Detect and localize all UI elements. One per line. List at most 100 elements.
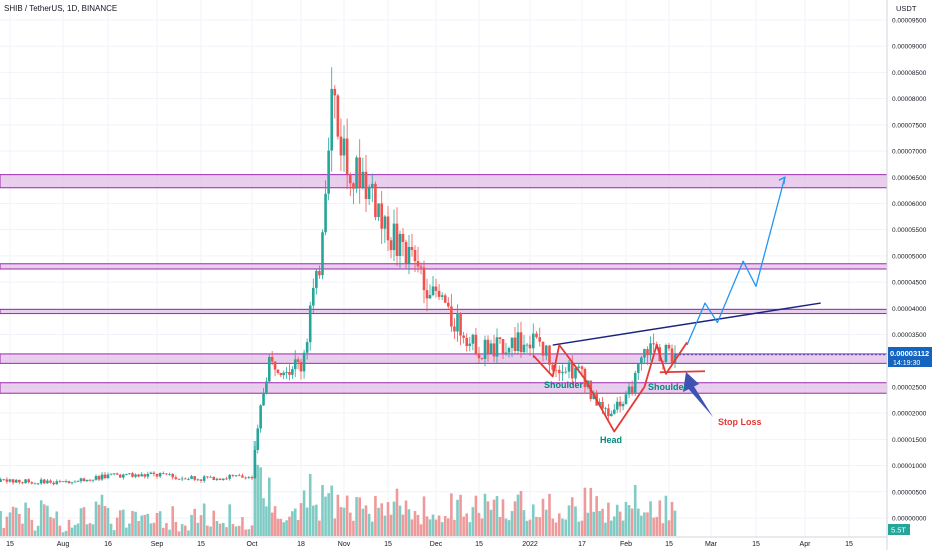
volume-bar	[146, 513, 150, 536]
volume-bar	[265, 506, 268, 536]
candle-body	[528, 344, 532, 349]
volume-bar	[0, 511, 2, 536]
candle-body	[285, 372, 288, 373]
candle-body	[273, 361, 277, 370]
candle-body	[646, 349, 649, 356]
candle-body	[288, 372, 291, 375]
stop-loss-arrow	[686, 380, 713, 417]
volume-bar	[140, 515, 143, 536]
time-tick-label: 17	[578, 541, 586, 548]
candle-body	[299, 361, 303, 372]
volume-bar	[118, 510, 122, 536]
volume-bar	[507, 520, 511, 536]
candle-body	[504, 352, 508, 354]
candle-body	[49, 480, 52, 483]
candle-body	[513, 337, 517, 352]
volume-bar	[437, 515, 441, 536]
volume-bar	[601, 508, 604, 536]
candle-body	[125, 474, 128, 475]
volume-bar	[253, 441, 257, 536]
candle-body	[259, 405, 262, 429]
candle-body	[630, 386, 634, 393]
volume-bar	[492, 499, 496, 536]
volume-bar	[311, 505, 315, 536]
candle-body	[131, 473, 134, 477]
candle-body	[544, 345, 548, 356]
volume-bar	[604, 522, 607, 536]
candle-body	[199, 479, 203, 481]
volume-bar	[161, 527, 165, 536]
volume-bar	[404, 500, 408, 536]
volume-bar	[586, 512, 590, 536]
volume-bar	[228, 504, 231, 536]
volume-bar	[574, 506, 577, 536]
candle-body	[489, 343, 493, 354]
volume-bar	[155, 512, 159, 536]
volume-bar	[456, 499, 459, 536]
volume-bar	[531, 504, 535, 536]
candle-body	[237, 475, 241, 477]
candle-body	[525, 344, 529, 346]
candle-body	[535, 333, 538, 338]
volume-bar	[386, 502, 390, 536]
volume-bar	[234, 526, 238, 536]
volume-bar	[250, 525, 254, 536]
candle-body	[561, 371, 564, 374]
volume-bar	[333, 518, 337, 536]
volume-bar	[355, 497, 358, 536]
price-tick-label: 0.00003500	[892, 332, 927, 339]
candle-body	[21, 482, 24, 484]
candle-body	[106, 474, 110, 479]
candle-body	[495, 337, 499, 357]
candle-body	[155, 473, 159, 477]
time-tick-label: 2022	[522, 541, 538, 548]
candle-body	[564, 371, 568, 373]
volume-bar	[465, 513, 469, 536]
candle-body	[345, 138, 349, 175]
volume-bar	[661, 523, 665, 536]
candle-body	[577, 366, 581, 368]
stop-loss-line	[659, 370, 706, 374]
time-tick-label: Apr	[800, 541, 812, 548]
volume-bar	[165, 523, 168, 536]
candle-body	[649, 343, 652, 356]
volume-bar	[231, 523, 235, 536]
time-tick-label: 15	[197, 541, 205, 548]
volume-bar	[100, 494, 104, 536]
volume-bar	[510, 511, 514, 536]
candle-body	[624, 394, 628, 405]
candle-body	[103, 474, 107, 479]
volume-bar	[627, 505, 631, 536]
volume-bar	[498, 517, 502, 536]
volume-bar	[299, 503, 303, 536]
pattern-drawings	[532, 176, 887, 433]
candle-body	[336, 95, 340, 137]
volume-bar	[180, 524, 184, 536]
candle-body	[315, 270, 318, 288]
candle-body	[664, 344, 668, 362]
candle-body	[183, 478, 187, 480]
candle-body	[407, 247, 411, 264]
candle-body	[612, 409, 616, 414]
candle-body	[24, 479, 27, 484]
volume-bar	[276, 518, 280, 536]
candle-body	[5, 479, 9, 482]
time-axis[interactable]: 15 Aug 16 Sep 15 Oct 18 Nov 15 Dec 15 2022 17 Feb 15 Ma…	[0, 536, 887, 548]
candle-body	[567, 362, 571, 372]
volume-bar	[646, 512, 649, 536]
volume-badge: 5.5T	[888, 524, 910, 535]
volume-bar	[8, 512, 12, 536]
candle-body	[58, 481, 62, 483]
volume-bar	[361, 508, 365, 536]
candle-body	[128, 473, 131, 475]
candle-body	[428, 295, 432, 299]
volume-bar	[419, 524, 423, 536]
price-axis[interactable]: USDT 0.00009500 0.00009000 0.00008500 0.000…	[886, 0, 927, 550]
candle-body	[61, 481, 65, 483]
candle-body	[522, 344, 526, 353]
candle-body	[109, 473, 113, 475]
volume-bar	[174, 521, 178, 536]
time-tick-label: 15	[665, 541, 673, 548]
candle-body	[342, 138, 346, 156]
